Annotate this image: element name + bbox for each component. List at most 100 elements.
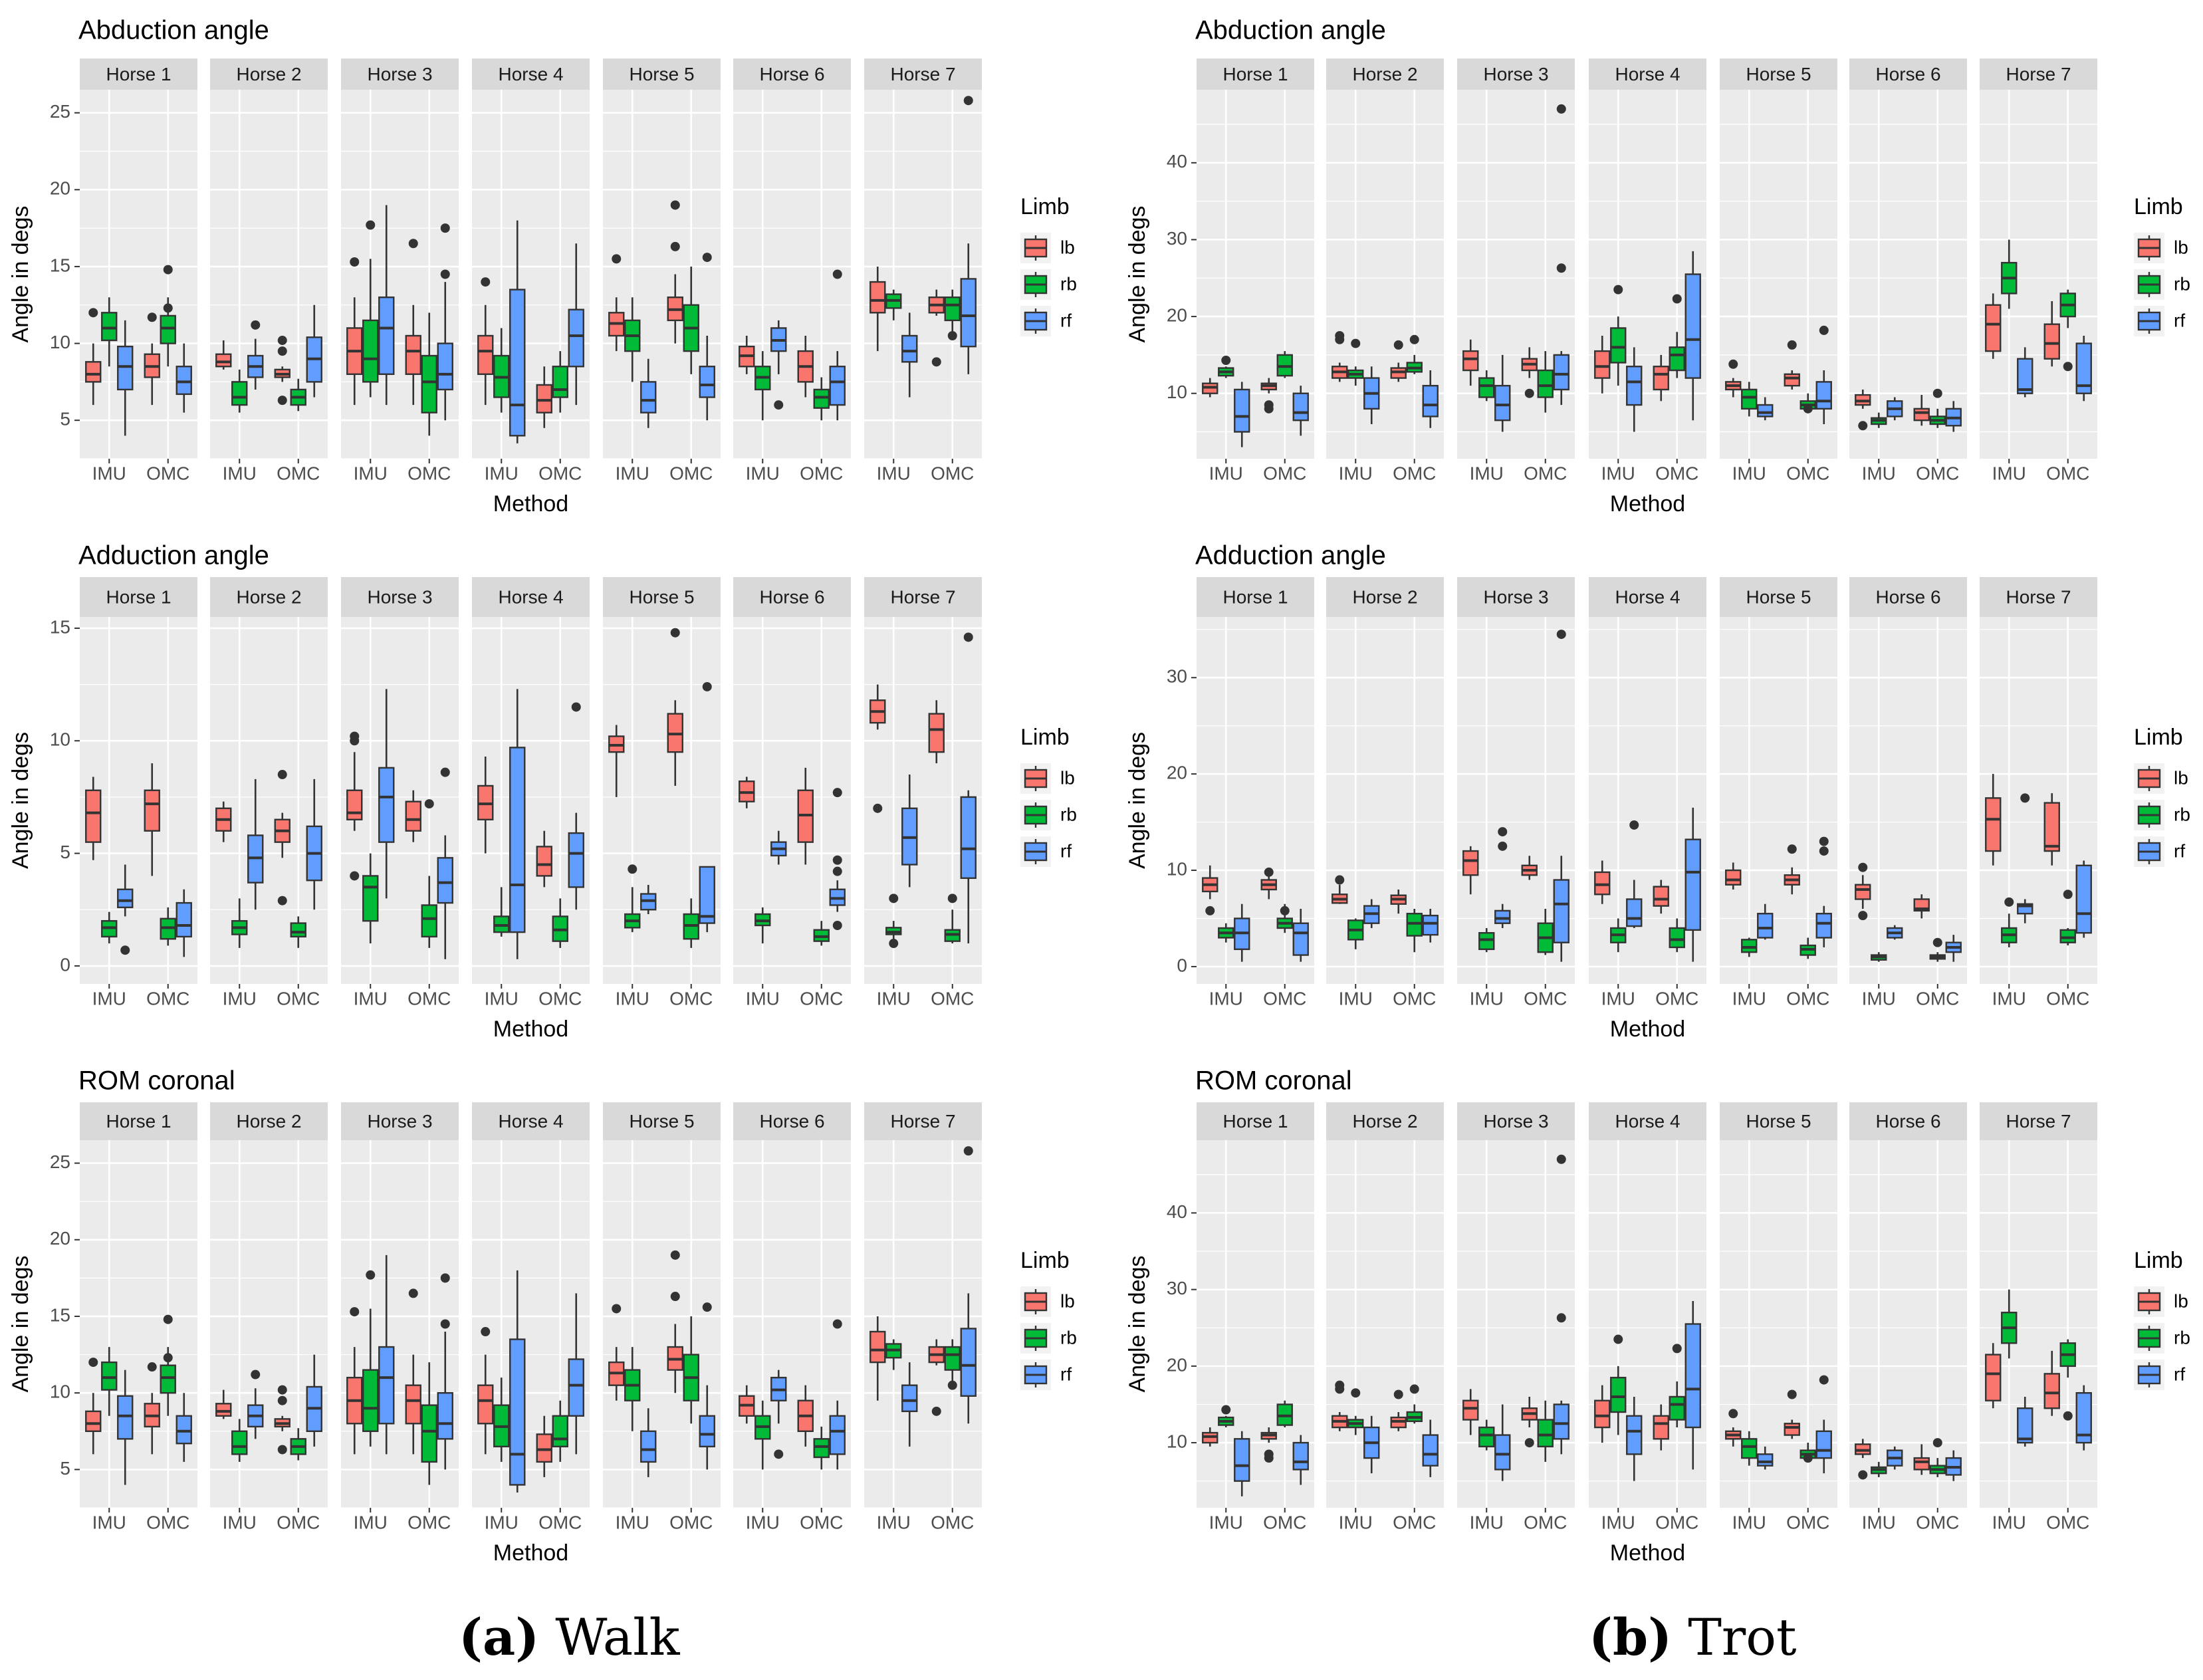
facet-panel: Horse 4 IMU OMC <box>1589 1102 1706 1532</box>
facet-strip-label: Horse 5 <box>629 64 694 84</box>
x-tick-label: IMU <box>1470 988 1504 1009</box>
box-rb <box>160 265 176 367</box>
box-rb <box>1871 412 1887 428</box>
panel-background <box>864 90 982 459</box>
box-body <box>1669 927 1685 949</box>
facet-panel: Horse 1 IMU OMC <box>1197 59 1314 483</box>
box-body <box>405 1384 421 1425</box>
box-rb <box>421 312 437 436</box>
facet-strip-label: Horse 5 <box>629 586 694 607</box>
box-rb <box>421 799 437 948</box>
box-rb <box>2059 890 2076 946</box>
box-body <box>437 857 453 904</box>
box-body <box>175 1415 192 1445</box>
x-tick-label: OMC <box>277 988 320 1009</box>
facet-panel: Horse 5 IMU OMC <box>1720 1102 1837 1532</box>
box-rf <box>1815 325 1832 424</box>
outlier-point <box>873 803 883 813</box>
outlier-point <box>571 702 581 712</box>
box-rb <box>290 1428 306 1461</box>
box-rf <box>509 220 526 443</box>
facet-strip <box>1457 59 1575 90</box>
facet-strip-label: Horse 3 <box>1483 1111 1548 1132</box>
box-rb <box>1537 351 1554 413</box>
box-body <box>1462 1399 1479 1421</box>
outlier-point <box>277 396 287 406</box>
caption-trot: (b) Trot <box>1589 1608 1797 1667</box>
box-lb <box>1725 862 1742 890</box>
box-body <box>1741 939 1758 953</box>
box-rf <box>770 830 787 865</box>
box-rb <box>101 1347 118 1416</box>
facet-panel: Horse 3 IMU OMC <box>341 59 459 483</box>
box-rb <box>624 1347 641 1431</box>
box-body <box>1478 932 1495 951</box>
facet-panel: Horse 7 IMU OMC <box>864 59 982 483</box>
box-rf <box>1945 1450 1962 1481</box>
box-body <box>378 767 395 843</box>
box-body <box>1757 1453 1774 1467</box>
box-rb <box>2001 897 2018 947</box>
facet-strip <box>864 59 982 90</box>
box-rf <box>960 632 977 944</box>
panel-background <box>472 1140 590 1508</box>
legend: Limb lb rb rf <box>2134 725 2190 867</box>
outlier-point <box>481 277 491 287</box>
legend-label-rf: rf <box>1060 310 1072 330</box>
outlier-point <box>163 1353 173 1363</box>
legend-label-rb: rb <box>1060 804 1077 824</box>
outlier-point <box>1498 841 1508 851</box>
box-rf <box>2017 793 2033 923</box>
chart-title: ROM coronal <box>78 1066 235 1096</box>
x-tick-label: OMC <box>1263 988 1306 1009</box>
x-tick-label: OMC <box>1655 988 1698 1009</box>
outlier-point <box>612 1304 622 1314</box>
box-body <box>2075 342 2092 394</box>
box-body <box>1741 388 1758 410</box>
facet-strip-label: Horse 6 <box>1875 586 1940 607</box>
x-tick-label: IMU <box>746 988 780 1009</box>
box-lb <box>1521 1396 1538 1448</box>
box-lb <box>1521 856 1538 880</box>
box-body <box>901 334 918 363</box>
box-rb <box>2001 239 2018 309</box>
box-lb <box>144 312 160 406</box>
panel-background <box>210 617 328 984</box>
outlier-point <box>1728 1409 1738 1419</box>
box-body <box>2075 1391 2092 1444</box>
box-body <box>1815 913 1832 939</box>
box-lb <box>1855 389 1871 431</box>
legend-title: Limb <box>2134 725 2183 750</box>
box-rb <box>1871 1461 1887 1477</box>
outlier-point <box>947 1380 957 1390</box>
x-tick-label: IMU <box>1732 988 1766 1009</box>
facet-strip-label: Horse 4 <box>498 64 563 84</box>
facet-strip <box>1197 1102 1314 1140</box>
panel-background <box>80 1140 197 1508</box>
outlier-point <box>1393 1389 1403 1399</box>
outlier-point <box>1803 404 1813 414</box>
box-body <box>1494 909 1511 924</box>
legend-label-rb: rb <box>1060 273 1077 294</box>
facet-strip <box>1326 577 1444 617</box>
outlier-point <box>1672 1344 1682 1354</box>
facet-panel: Horse 3 IMU OMC <box>1457 59 1575 483</box>
box-rf <box>247 779 264 910</box>
box-body <box>829 366 846 406</box>
box-rf <box>640 1408 657 1477</box>
facet-strip-label: Horse 2 <box>1352 64 1417 84</box>
box-rb <box>362 1270 379 1447</box>
box-lb <box>405 1288 421 1455</box>
box-body <box>699 366 715 398</box>
box-body <box>160 314 176 344</box>
box-body <box>1478 377 1495 398</box>
outlier-point <box>947 894 957 903</box>
outlier-point <box>670 1292 680 1302</box>
legend-title: Limb <box>1020 1248 1070 1273</box>
y-tick-label: 40 <box>1167 1201 1187 1222</box>
box-rf <box>1815 1375 1832 1474</box>
box-body <box>813 1438 830 1459</box>
outlier-point <box>1264 404 1274 414</box>
facet-strip-label: Horse 1 <box>1222 1111 1288 1132</box>
box-lb <box>215 340 232 370</box>
